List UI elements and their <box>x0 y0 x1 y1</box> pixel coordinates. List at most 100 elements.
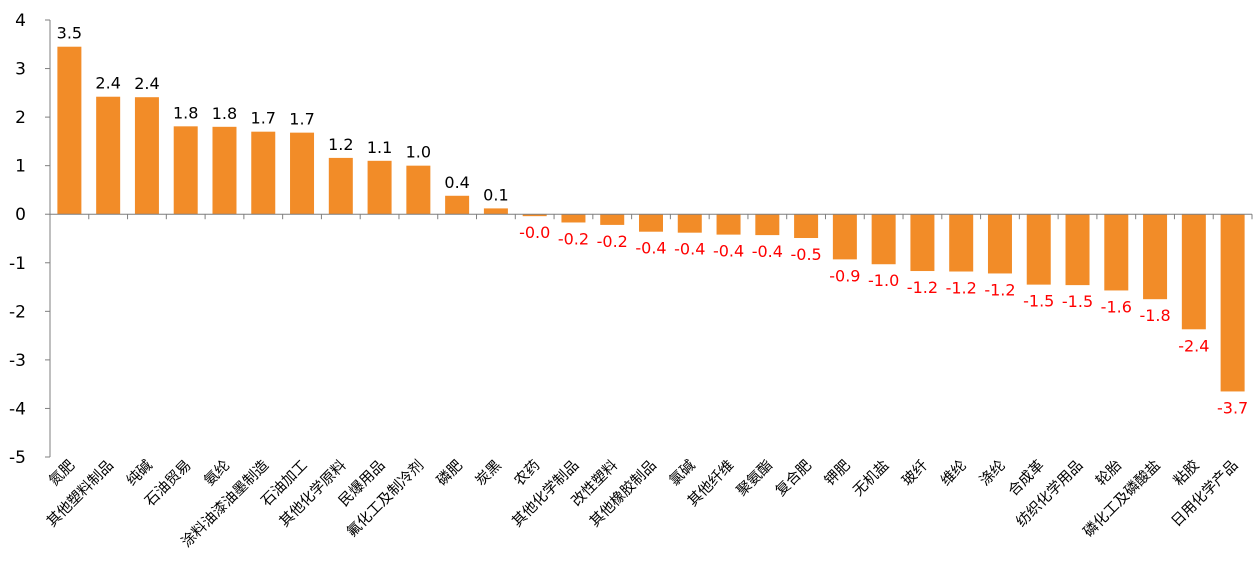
bar <box>483 208 508 215</box>
bar <box>328 157 353 215</box>
bar <box>522 214 547 217</box>
category-label: 氯碱 <box>666 456 699 489</box>
bar <box>871 214 896 265</box>
data-label: -1.6 <box>1101 297 1132 316</box>
y-axis: 4 3 2 1 0 -1 -2 -3 -4 -5 <box>9 11 51 468</box>
bar <box>755 214 780 236</box>
data-label: -0.0 <box>519 223 550 242</box>
category-label: 玻纤 <box>899 457 932 490</box>
bar <box>96 96 121 215</box>
bar <box>600 214 625 225</box>
data-label: -0.4 <box>752 242 783 261</box>
data-label: 1.0 <box>406 143 431 162</box>
bar <box>716 214 741 235</box>
category-label: 维纶 <box>937 457 970 490</box>
category-label: 复合肥 <box>771 456 814 499</box>
bar <box>1143 214 1168 300</box>
category-label: 磷肥 <box>433 457 466 490</box>
bar <box>949 214 974 272</box>
data-label: 1.1 <box>367 138 392 157</box>
y-tick-label: -1 <box>9 254 26 274</box>
bar <box>1104 214 1129 291</box>
data-label: 1.2 <box>328 135 353 154</box>
y-tick-label: -2 <box>9 302 26 322</box>
data-label: -0.4 <box>713 242 744 261</box>
category-label: 农药 <box>511 457 544 490</box>
data-label: 1.8 <box>212 104 237 123</box>
bar <box>987 214 1012 274</box>
category-label: 炭黑 <box>472 457 505 490</box>
category-label: 轮胎 <box>1093 456 1126 489</box>
y-tick-label: -5 <box>9 448 26 468</box>
category-label: 纺织化学用品 <box>1013 457 1087 531</box>
data-label: -1.8 <box>1139 306 1170 325</box>
data-label: -1.5 <box>1023 292 1054 311</box>
data-label: 3.5 <box>57 24 82 43</box>
bar <box>1181 214 1206 330</box>
category-label: 其他化学制品 <box>509 457 583 531</box>
category-label: 无机盐 <box>850 457 893 500</box>
bar <box>1065 214 1090 286</box>
bar <box>677 214 702 233</box>
bar <box>832 214 857 260</box>
bar <box>794 214 819 239</box>
data-label: -1.5 <box>1062 292 1093 311</box>
y-tick-label: 1 <box>15 157 26 177</box>
data-label: -0.5 <box>790 245 821 264</box>
data-label: 1.7 <box>251 109 276 128</box>
x-axis <box>49 213 1253 220</box>
data-label: 0.1 <box>483 185 508 204</box>
data-label: -0.2 <box>558 229 589 248</box>
data-label: -0.2 <box>597 232 628 251</box>
data-label: -0.9 <box>829 266 860 285</box>
bar <box>290 132 315 215</box>
bar <box>134 97 159 215</box>
data-label: -2.4 <box>1178 336 1209 355</box>
category-label: 氨纶 <box>201 457 234 490</box>
data-label: -0.4 <box>635 239 666 258</box>
data-label: -0.4 <box>674 240 705 259</box>
category-label: 钾肥 <box>821 457 854 490</box>
y-tick-label: -3 <box>9 351 26 371</box>
bar <box>173 126 198 215</box>
bars <box>57 46 1245 392</box>
category-label: 纯碱 <box>123 456 156 489</box>
bar <box>367 160 392 215</box>
data-label: 1.7 <box>289 110 314 129</box>
y-tick-label: 0 <box>15 205 26 225</box>
y-tick-label: -4 <box>9 399 26 419</box>
category-label: 涤纶 <box>976 457 1009 490</box>
category-label: 日用化学产品 <box>1168 457 1242 531</box>
bar <box>1220 214 1245 392</box>
category-label: 粘胶 <box>1170 457 1203 490</box>
bar <box>445 195 470 215</box>
data-label: 2.4 <box>134 74 159 93</box>
data-label: 0.4 <box>444 173 469 192</box>
bar <box>1026 214 1051 285</box>
category-label: 其他塑料制品 <box>43 457 117 531</box>
data-label: -1.2 <box>907 278 938 297</box>
bar <box>251 131 276 215</box>
bar <box>406 165 431 215</box>
y-tick-label: 4 <box>15 11 26 31</box>
data-label: -3.7 <box>1217 398 1248 417</box>
y-tick-label: 3 <box>15 60 26 80</box>
bar <box>561 214 586 223</box>
category-label: 聚氨酯 <box>733 457 776 500</box>
data-label: -1.2 <box>984 280 1015 299</box>
category-label: 其他橡胶制品 <box>586 457 660 531</box>
data-label: -1.2 <box>946 279 977 298</box>
bar <box>910 214 935 272</box>
data-label: 1.8 <box>173 103 198 122</box>
data-label: 2.4 <box>95 74 120 93</box>
data-label: -1.0 <box>868 271 899 290</box>
data-labels: 3.5 2.4 2.4 1.8 1.8 1.7 1.7 1.2 1.1 1.0 0.4 0.1 -0.0… <box>57 24 1249 418</box>
category-label: 氮肥 <box>46 457 79 490</box>
bar <box>212 126 237 215</box>
y-tick-label: 2 <box>15 108 26 128</box>
bar <box>57 46 82 215</box>
bar <box>639 214 663 232</box>
category-label: 其他化学原料 <box>276 457 350 531</box>
